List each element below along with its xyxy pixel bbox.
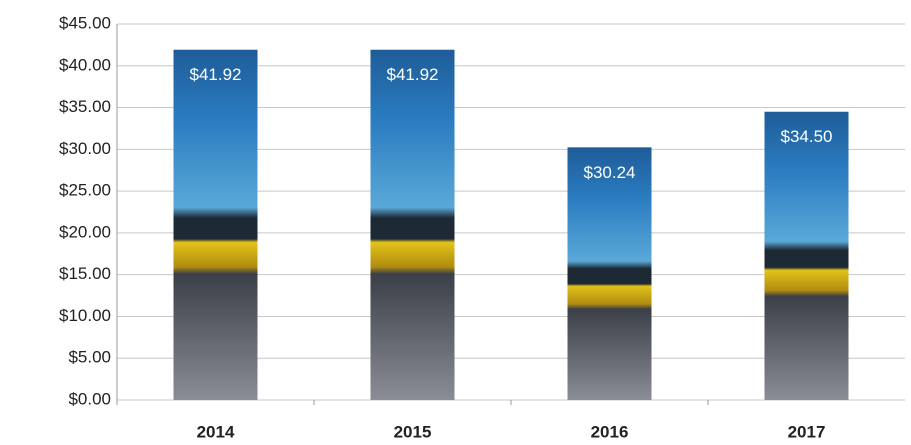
y-tick-label: $15.00	[59, 264, 111, 283]
y-tick-label: $45.00	[59, 13, 111, 32]
y-tick-label: $20.00	[59, 222, 111, 241]
value-label: $41.92	[387, 65, 439, 84]
value-label: $30.24	[584, 163, 636, 182]
x-tick-label: 2017	[788, 422, 826, 441]
y-tick-label: $25.00	[59, 181, 111, 200]
y-tick-label: $0.00	[68, 389, 111, 408]
value-label: $34.50	[781, 127, 833, 146]
bar	[173, 49, 258, 401]
bar	[764, 111, 849, 400]
x-tick-label: 2015	[394, 422, 432, 441]
y-tick-label: $40.00	[59, 55, 111, 74]
y-tick-label: $30.00	[59, 139, 111, 158]
y-tick-label: $35.00	[59, 97, 111, 116]
x-tick-label: 2016	[591, 422, 629, 441]
bar	[370, 49, 455, 401]
y-tick-label: $5.00	[68, 348, 111, 367]
bar	[567, 147, 652, 400]
y-tick-label: $10.00	[59, 306, 111, 325]
value-label: $41.92	[190, 65, 242, 84]
x-tick-label: 2014	[197, 422, 235, 441]
